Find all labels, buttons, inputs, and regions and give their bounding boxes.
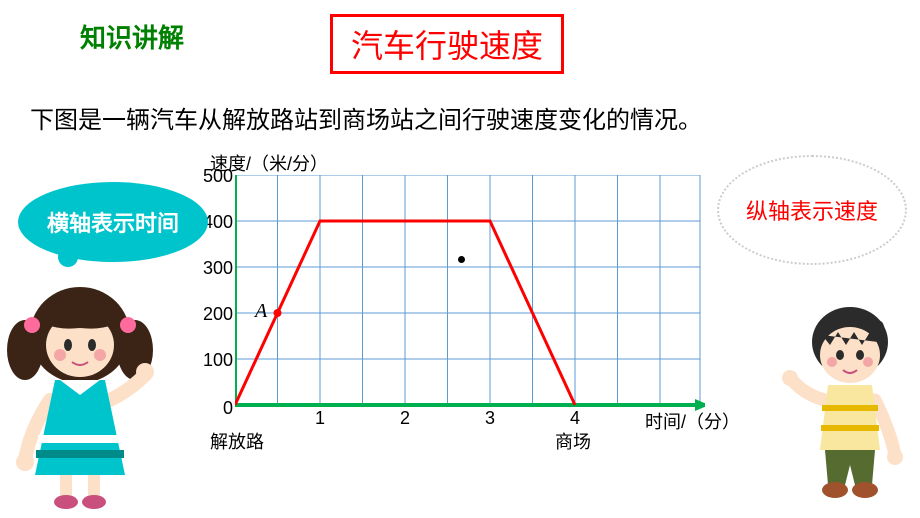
y-tick-5: 500 xyxy=(198,166,233,187)
point-label-a: A xyxy=(255,300,267,323)
x-axis-label: 时间/（分） xyxy=(645,408,790,475)
section-label: 知识讲解 xyxy=(80,18,184,55)
speech-bubble-right: 纵轴表示速度 xyxy=(722,160,902,260)
y-tick-1: 100 xyxy=(198,350,233,371)
x-tick-3: 3 xyxy=(460,408,520,429)
x-tick-2: 2 xyxy=(375,408,435,429)
y-tick-3: 300 xyxy=(198,258,233,279)
y-tick-0: 0 xyxy=(198,398,233,419)
x-station-end: 商场 xyxy=(555,428,591,454)
speed-chart: 速度/（米/分） xyxy=(200,150,750,500)
girl-character xyxy=(0,280,160,510)
center-marker xyxy=(458,256,465,263)
speech-bubble-left: 横轴表示时间 xyxy=(18,182,208,262)
boy-character xyxy=(780,300,920,510)
x-station-start: 解放路 xyxy=(210,428,264,454)
x-tick-1: 1 xyxy=(290,408,350,429)
page-title: 汽车行驶速度 xyxy=(330,14,564,74)
x-tick-4: 4 xyxy=(545,408,605,429)
description-text: 下图是一辆汽车从解放路站到商场站之间行驶速度变化的情况。 xyxy=(30,100,890,135)
y-tick-2: 200 xyxy=(198,304,233,325)
